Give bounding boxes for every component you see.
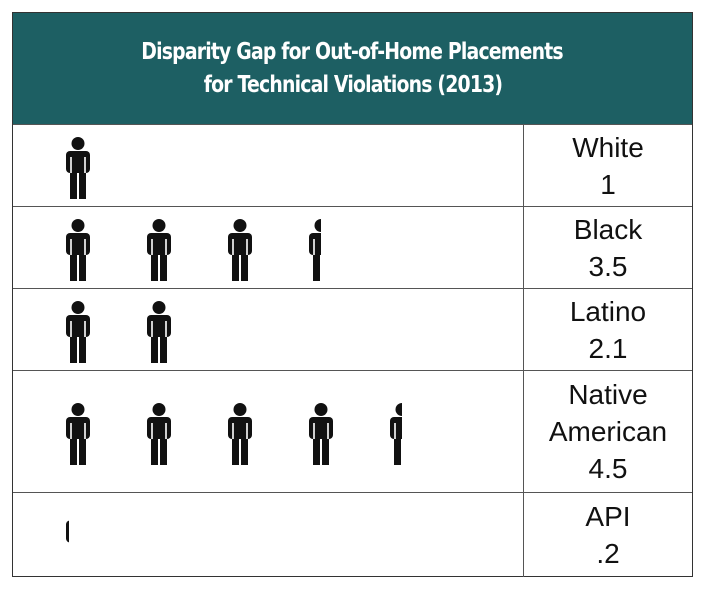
person-icon <box>228 403 252 465</box>
person-icon <box>66 403 90 465</box>
person-icon <box>66 301 90 363</box>
category-label: Black <box>573 213 643 245</box>
row-label: Native American 4.5 <box>524 371 692 492</box>
row-label: White 1 <box>524 125 692 206</box>
column-divider <box>523 207 524 288</box>
person-icon <box>66 219 90 281</box>
pictograph-row: Native American 4.5 <box>13 370 692 492</box>
row-label: Black 3.5 <box>524 207 692 288</box>
row-icons <box>66 403 402 465</box>
row-icons <box>66 137 90 199</box>
value-label: 2.1 <box>588 332 628 364</box>
category-label: Latino <box>569 295 647 327</box>
row-icons <box>66 219 321 281</box>
person-icon <box>147 219 171 281</box>
person-icon <box>309 403 333 465</box>
row-icons <box>66 520 69 543</box>
pictograph-row: API .2 <box>13 492 692 577</box>
person-icon <box>66 520 69 543</box>
person-icon <box>390 403 402 465</box>
category-label: Native <box>568 379 648 410</box>
row-label: API .2 <box>524 493 692 577</box>
person-icon <box>147 301 171 363</box>
pictograph-row: Latino 2.1 <box>13 288 692 370</box>
column-divider <box>523 371 524 492</box>
row-icons <box>66 301 252 363</box>
value-label: 1 <box>600 168 616 200</box>
pictograph-row: White 1 <box>13 124 692 206</box>
pictograph-row: Black 3.5 <box>13 206 692 288</box>
value-label: .2 <box>596 538 620 569</box>
column-divider <box>523 289 524 370</box>
title-line-2: for Technical Violations (2013) <box>203 71 502 98</box>
person-icon <box>66 137 90 199</box>
person-icon <box>147 403 171 465</box>
chart-title: Disparity Gap for Out-of-Home Placements… <box>13 13 692 124</box>
column-divider <box>523 125 524 206</box>
person-icon <box>228 301 252 363</box>
value-label: 4.5 <box>588 453 628 484</box>
category-label: White <box>572 131 644 163</box>
row-label: Latino 2.1 <box>524 289 692 370</box>
chart-frame: Disparity Gap for Out-of-Home Placements… <box>12 12 693 577</box>
person-icon <box>228 219 252 281</box>
column-divider <box>523 493 524 577</box>
title-line-1: Disparity Gap for Out-of-Home Placements <box>141 38 564 65</box>
category-label: American <box>548 416 668 447</box>
value-label: 3.5 <box>588 250 628 282</box>
category-label: API <box>585 501 631 532</box>
person-icon <box>309 219 321 281</box>
